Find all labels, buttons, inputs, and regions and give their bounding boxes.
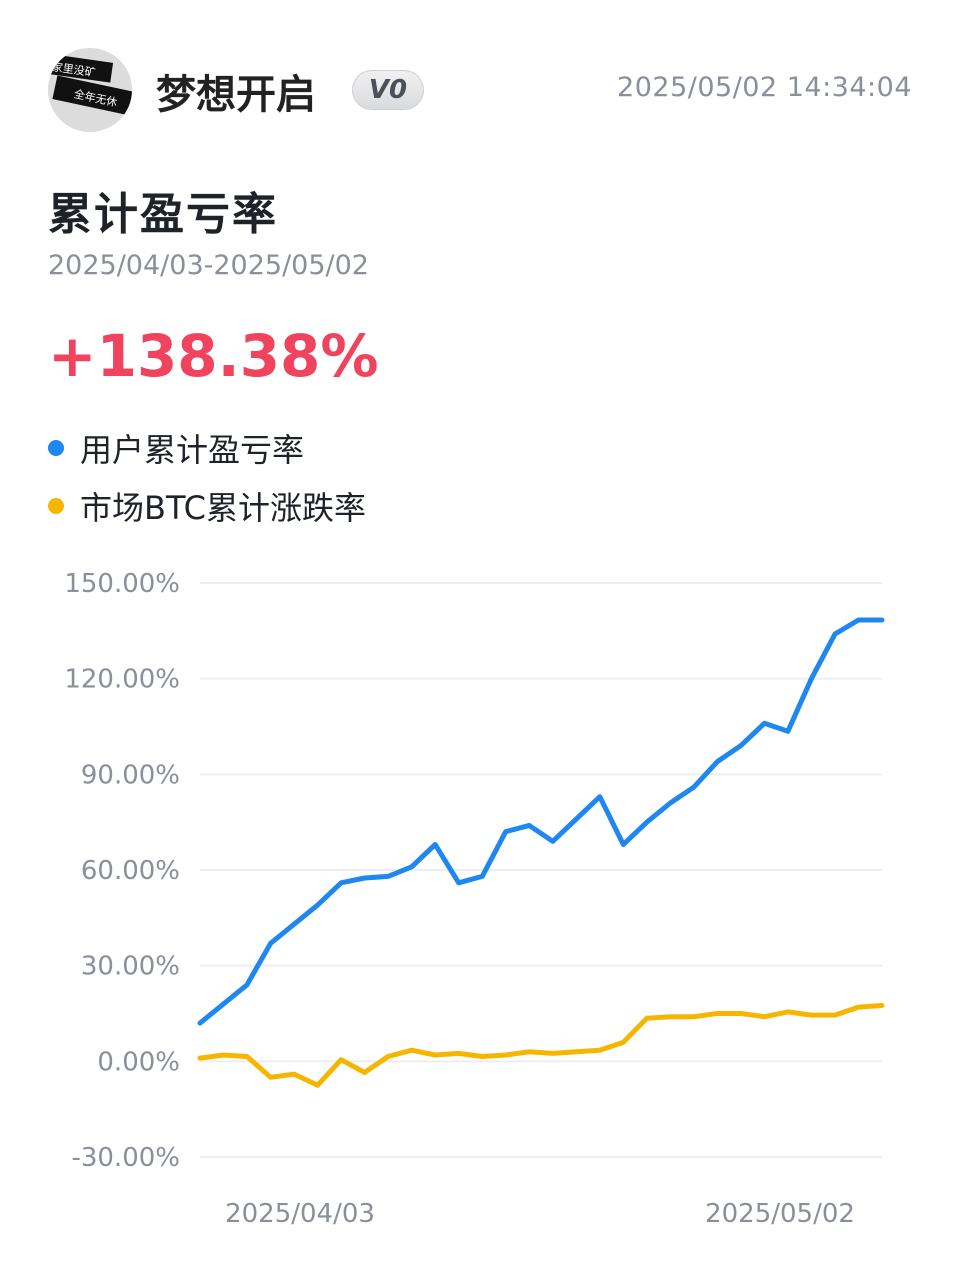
legend-label-btc: 市场BTC累计涨跌率 (80, 489, 366, 527)
avatar[interactable]: 家里没矿 全年无休 (48, 48, 132, 132)
x-tick-label-start: 2025/04/03 (225, 1199, 375, 1229)
level-badge: V0 (352, 70, 424, 110)
date-range: 2025/04/03-2025/05/02 (48, 250, 369, 281)
y-tick-label: 150.00% (64, 569, 180, 599)
legend-dot-btc (48, 498, 64, 514)
legend-item-btc: 市场BTC累计涨跌率 (48, 480, 366, 532)
legend-item-user: 用户累计盈亏率 (48, 422, 366, 474)
avatar-image: 家里没矿 全年无休 (48, 48, 132, 132)
legend-dot-user (48, 440, 64, 456)
pnl-line-chart[interactable]: 150.00% 120.00% 90.00% 60.00% 30.00% 0.00% -30… (0, 540, 960, 1240)
legend-label-user: 用户累计盈亏率 (80, 431, 305, 469)
cumulative-pnl-value: +138.38% (48, 322, 379, 390)
series-line-btc[interactable] (197, 1003, 885, 1088)
y-tick-label: 30.00% (81, 952, 180, 982)
chart-legend: 用户累计盈亏率 市场BTC累计涨跌率 (48, 422, 366, 538)
avatar-text-top: 家里没矿 (51, 59, 97, 79)
y-tick-label: 0.00% (97, 1047, 180, 1077)
timestamp: 2025/05/02 14:34:04 (617, 72, 912, 103)
y-tick-label: -30.00% (71, 1143, 180, 1173)
page-title: 累计盈亏率 (48, 189, 278, 240)
y-tick-label: 120.00% (64, 665, 180, 695)
x-tick-label-end: 2025/05/02 (705, 1199, 855, 1229)
username[interactable]: 梦想开启 (156, 72, 316, 118)
y-tick-label: 90.00% (81, 760, 180, 790)
y-tick-label: 60.00% (81, 856, 180, 886)
series-line-user[interactable] (197, 617, 885, 1026)
